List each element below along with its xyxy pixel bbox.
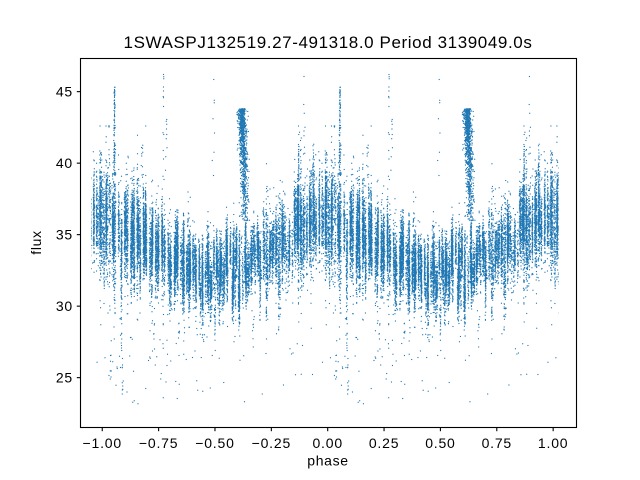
svg-text:0.75: 0.75	[482, 435, 512, 451]
svg-text:45: 45	[56, 84, 73, 100]
svg-text:−0.25: −0.25	[252, 435, 291, 451]
svg-text:0.50: 0.50	[425, 435, 455, 451]
svg-text:30: 30	[56, 298, 73, 314]
svg-text:−1.00: −1.00	[83, 435, 122, 451]
svg-text:phase: phase	[307, 453, 348, 469]
svg-text:0.25: 0.25	[369, 435, 399, 451]
svg-text:0.00: 0.00	[312, 435, 342, 451]
svg-text:40: 40	[56, 155, 73, 171]
svg-text:1.00: 1.00	[538, 435, 568, 451]
svg-text:25: 25	[56, 370, 73, 386]
svg-text:−0.75: −0.75	[139, 435, 178, 451]
svg-text:−0.50: −0.50	[195, 435, 234, 451]
svg-text:35: 35	[56, 227, 73, 243]
svg-text:flux: flux	[28, 230, 44, 254]
svg-text:1SWASPJ132519.27-491318.0 Peri: 1SWASPJ132519.27-491318.0 Period 3139049…	[124, 33, 533, 52]
